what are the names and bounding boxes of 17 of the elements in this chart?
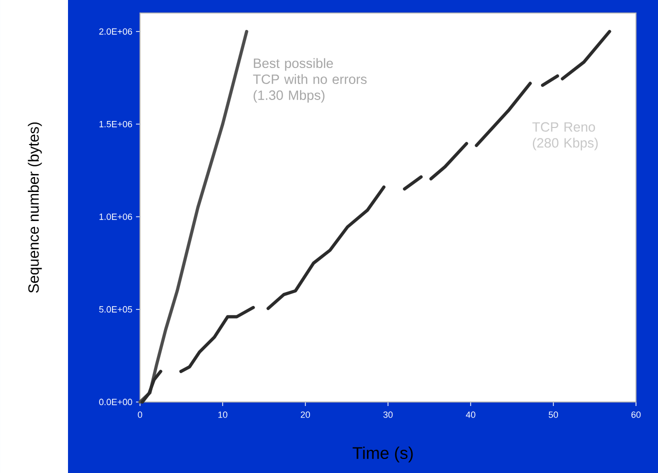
y-tick-label: 0.0E+00 — [99, 398, 132, 406]
x-tick-label: 30 — [383, 412, 393, 418]
x-tick-label: 20 — [300, 412, 310, 418]
y-tick-label: 2.0E+06 — [99, 28, 132, 35]
y-axis-title: Sequence number (bytes) — [28, 122, 42, 293]
x-tick-label: 40 — [466, 412, 476, 418]
x-tick-label: 0 — [138, 412, 142, 418]
x-tick-label: 10 — [218, 412, 228, 418]
series-label: Best possible TCP with no errors (1.30 Mbps) — [253, 58, 367, 103]
y-tick-label: 1.5E+06 — [100, 120, 132, 128]
series-label: TCP Reno (280 Kbps) — [532, 122, 598, 150]
y-tick-label: 1.0E+06 — [100, 214, 132, 220]
y-tick-label: 5.0E+05 — [99, 306, 132, 313]
x-tick-label: 60 — [631, 412, 641, 418]
x-axis-title: Time (s) — [352, 446, 413, 462]
x-tick-label: 50 — [548, 412, 558, 418]
line-series — [138, 30, 248, 404]
